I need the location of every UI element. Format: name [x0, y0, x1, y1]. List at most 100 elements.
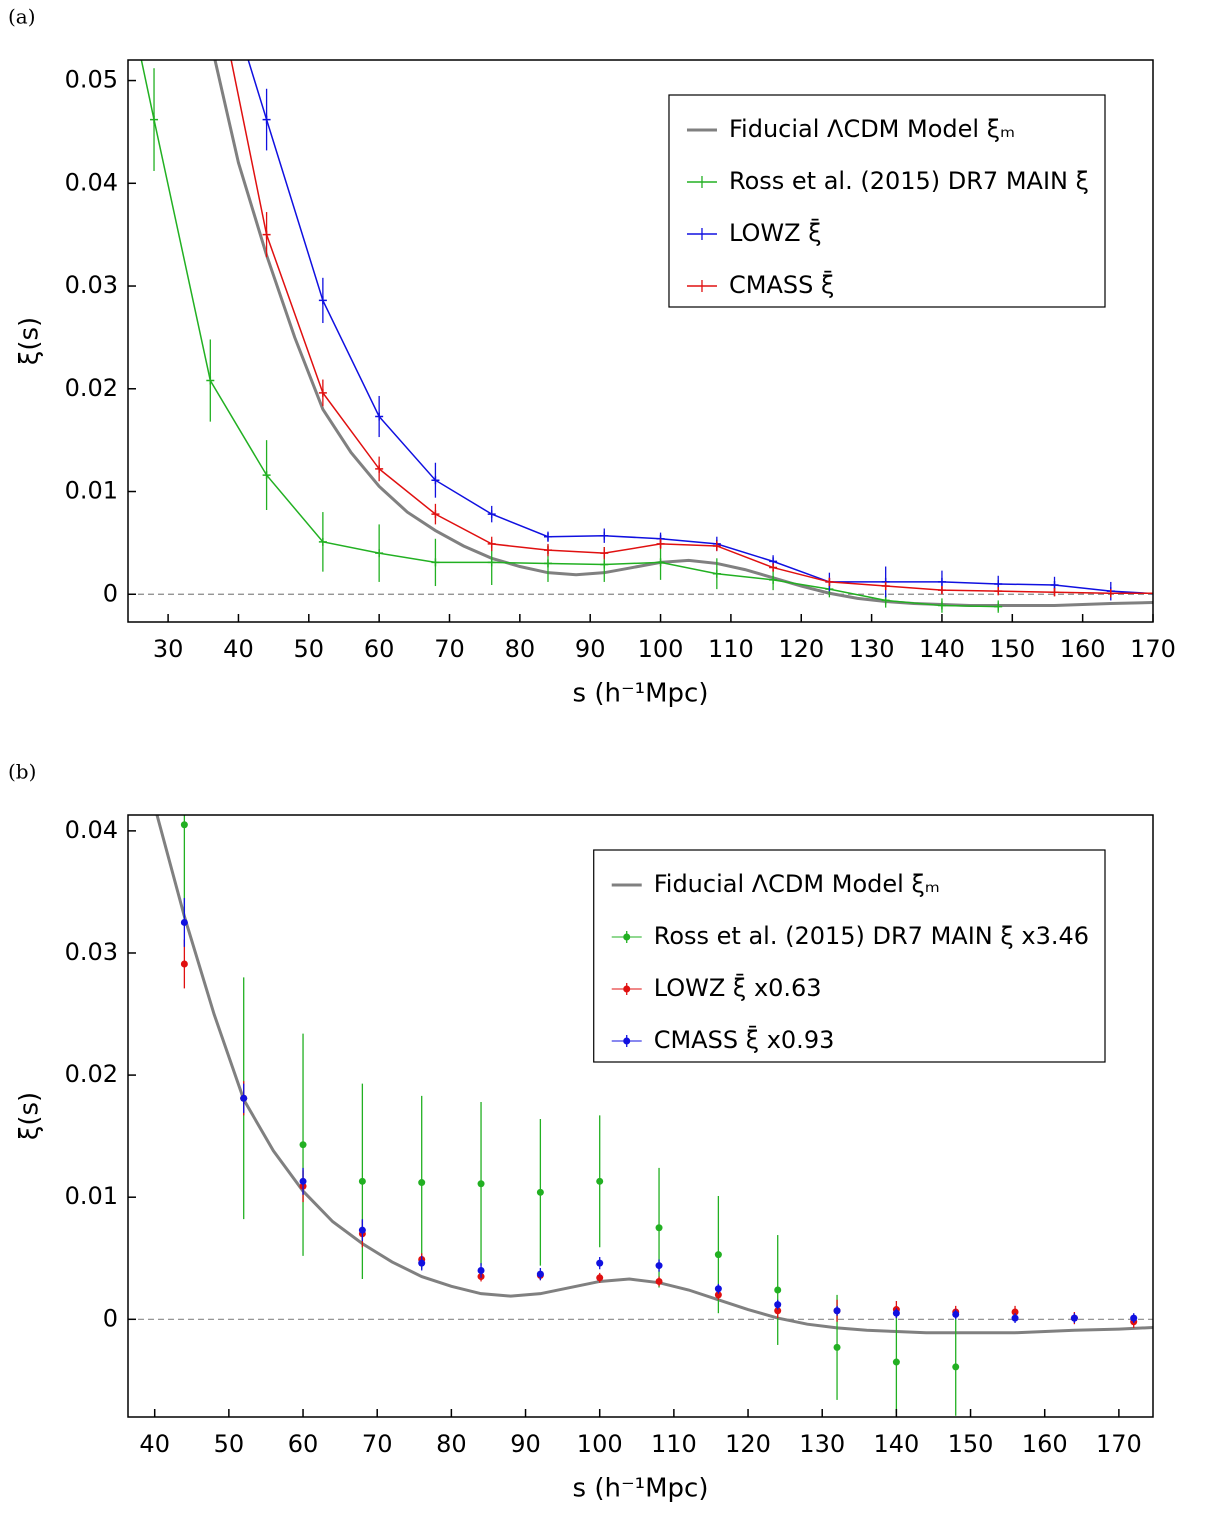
point: [714, 1291, 722, 1299]
point: [477, 1266, 485, 1274]
legend-label: Fiducial ΛCDM Model ξₘ: [729, 115, 1015, 143]
point: [487, 539, 496, 548]
point: [712, 569, 721, 578]
model-curve: [213, 60, 1153, 608]
point: [180, 821, 188, 829]
x-tick-label: 80: [505, 635, 536, 663]
point: [655, 1224, 663, 1232]
point: [1163, 590, 1171, 598]
x-tick-label: 120: [778, 635, 824, 663]
legend-swatch-dot: [623, 1037, 631, 1045]
point: [769, 563, 778, 572]
legend: Fiducial ΛCDM Model ξₘ Ross et al. (2015)…: [593, 849, 1106, 1063]
point: [358, 1177, 366, 1185]
legend-label: LOWZ ξ̄: [729, 218, 822, 247]
y-tick-label: 0.02: [65, 1060, 118, 1088]
point: [712, 541, 721, 550]
point: [1011, 1314, 1019, 1322]
legend-label: Fiducial ΛCDM Model ξₘ: [654, 870, 940, 898]
point: [937, 577, 946, 586]
point: [714, 1251, 722, 1259]
point: [1106, 589, 1115, 598]
y-tick-label: 0.01: [65, 1182, 118, 1210]
point: [774, 1286, 782, 1294]
x-tick-label: 100: [638, 635, 684, 663]
x-tick-label: 90: [510, 1430, 541, 1458]
point: [825, 577, 834, 586]
legend-swatch-dot: [623, 933, 631, 941]
x-tick-label: 130: [849, 635, 895, 663]
point: [180, 960, 188, 968]
x-tick-label: 40: [223, 635, 254, 663]
point: [431, 510, 440, 519]
point: [487, 558, 496, 567]
point: [656, 539, 665, 548]
point: [318, 537, 327, 546]
axes-frame: [127, 814, 1154, 1418]
y-axis-title: ξ(s): [15, 1092, 45, 1140]
panel-label: (a): [8, 5, 36, 29]
point: [543, 532, 552, 541]
point: [318, 296, 327, 305]
point: [1130, 1314, 1138, 1322]
series-line: [230, 60, 1153, 594]
legend: Fiducial ΛCDM Model ξₘ Ross et al. (2015)…: [668, 94, 1106, 308]
point: [240, 1094, 248, 1102]
point: [994, 602, 1003, 611]
point: [150, 115, 159, 124]
point: [543, 546, 552, 555]
x-tick-label: 90: [575, 635, 606, 663]
point: [1070, 1314, 1078, 1322]
point: [937, 586, 946, 595]
legend-box: [668, 94, 1106, 308]
point: [994, 587, 1003, 596]
point: [180, 918, 188, 926]
point: [600, 549, 609, 558]
y-tick-label: 0.01: [65, 477, 118, 505]
panel-label: (b): [8, 760, 36, 784]
point: [375, 412, 384, 421]
x-tick-label: 140: [873, 1430, 919, 1458]
point: [600, 531, 609, 540]
point: [656, 558, 665, 567]
x-axis-title: s (h⁻¹Mpc): [573, 679, 709, 709]
point: [418, 1179, 426, 1187]
point: [596, 1259, 604, 1267]
point: [299, 1177, 307, 1185]
point: [833, 1307, 841, 1315]
point: [262, 471, 271, 480]
y-tick-label: 0: [103, 579, 118, 607]
point: [262, 115, 271, 124]
legend-label: Ross et al. (2015) DR7 MAIN ξ: [729, 167, 1089, 195]
x-tick-label: 40: [139, 1430, 170, 1458]
point: [375, 549, 384, 558]
x-tick-label: 70: [434, 635, 465, 663]
point: [536, 1188, 544, 1196]
point: [1050, 588, 1059, 597]
axes-frame: [127, 59, 1154, 623]
point: [431, 476, 440, 485]
point: [952, 1363, 960, 1371]
x-tick-label: 50: [214, 1430, 245, 1458]
x-tick-label: 60: [364, 635, 395, 663]
legend-box: [593, 849, 1106, 1063]
point: [833, 1343, 841, 1351]
x-tick-label: 120: [725, 1430, 771, 1458]
point: [881, 582, 890, 591]
legend-label: CMASS ξ̄ x0.93: [654, 1025, 835, 1054]
x-tick-label: 160: [1060, 635, 1106, 663]
point: [1011, 1308, 1019, 1316]
point: [1163, 589, 1171, 597]
point: [358, 1226, 366, 1234]
point: [937, 601, 946, 610]
point: [774, 1301, 782, 1309]
y-tick-label: 0.04: [65, 816, 118, 844]
point: [769, 575, 778, 584]
point: [892, 1309, 900, 1317]
x-tick-label: 110: [708, 635, 754, 663]
point: [596, 1177, 604, 1185]
x-tick-label: 60: [288, 1430, 319, 1458]
plot-area: [128, 815, 1153, 1416]
y-tick-label: 0.05: [65, 66, 118, 94]
x-axis-title: s (h⁻¹Mpc): [573, 1474, 709, 1504]
